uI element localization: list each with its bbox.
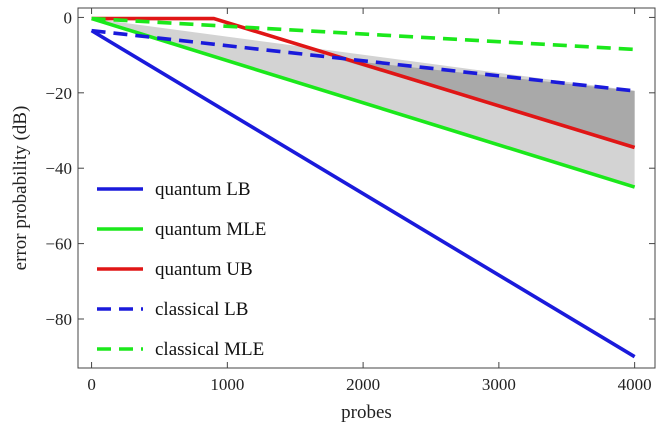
series-line-classical-MLE [91,16,635,52]
x-tick-label: 1000 [210,375,244,394]
legend: quantum LB quantum MLE quantum UB classical… [97,179,266,360]
series-line-classical-LB [91,28,635,93]
x-tick-label: 0 [87,375,96,394]
y-tick-label: −80 [45,310,72,329]
legend-label-quantum-LB: quantum LB [155,179,251,200]
plot-frame [77,7,656,369]
y-tick-label: −40 [45,159,72,178]
legend-label-classical-LB: classical LB [155,299,248,320]
series-lines [90,16,636,359]
y-axis-label: error probability (dB) [10,106,31,271]
series-line-quantum-MLE [91,16,636,189]
x-tick-label: 2000 [346,375,380,394]
series-line-quantum-UB [91,16,636,150]
axis-ticks: 0 1000 2000 3000 4000 0 −20 −40 −60 −80 [45,8,655,394]
y-tick-label: 0 [64,8,73,27]
legend-label-quantum-MLE: quantum MLE [155,219,266,240]
y-tick-label: −20 [45,84,72,103]
series-line-quantum-LB [90,29,636,359]
x-tick-label: 4000 [618,375,652,394]
legend-label-quantum-UB: quantum UB [155,259,253,280]
x-tick-label: 3000 [482,375,516,394]
y-tick-label: −60 [45,235,72,254]
legend-label-classical-MLE: classical MLE [155,339,264,360]
x-axis-label: probes [341,402,392,423]
